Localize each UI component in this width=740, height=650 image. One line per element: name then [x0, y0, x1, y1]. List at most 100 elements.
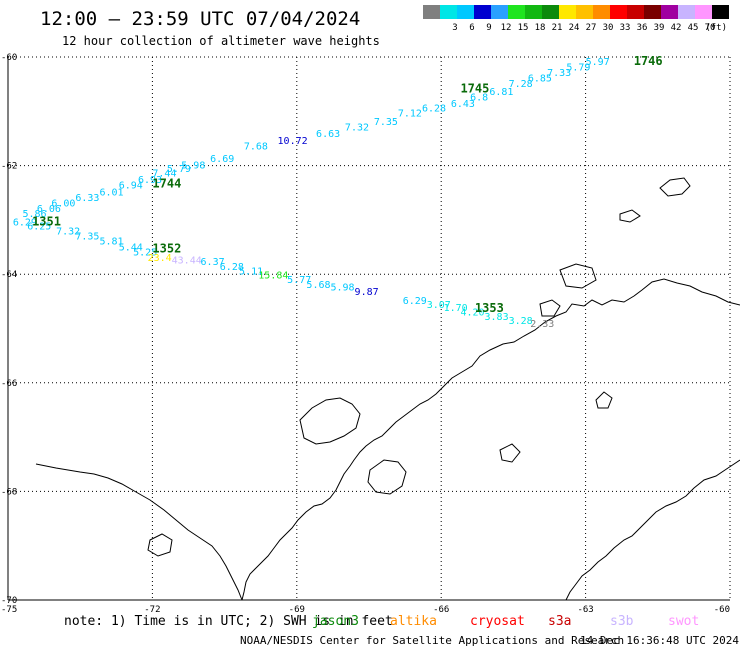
wave-height-value: 7.32 — [56, 227, 80, 238]
wave-height-value: 6.29 — [13, 217, 37, 228]
satellite-name: jason3 — [312, 614, 359, 629]
wave-height-value: 3.83 — [485, 312, 509, 323]
latitude-label: -66 — [1, 379, 17, 389]
pass-label: 1744 — [152, 176, 181, 190]
wave-height-value: 6.43 — [451, 99, 475, 110]
island-2 — [367, 459, 407, 495]
legend-label: 15 — [518, 23, 529, 33]
pass-label: 1351 — [32, 214, 61, 228]
wave-height-value: 5.79 — [167, 164, 191, 175]
legend-swatch — [695, 5, 712, 19]
legend-label: 12 — [501, 23, 512, 33]
island-8 — [595, 391, 613, 409]
wave-height-value: 7.28 — [509, 79, 533, 90]
legend-label: 24 — [569, 23, 580, 33]
wave-height-value: 6.94 — [119, 180, 143, 191]
legend-swatch — [576, 5, 593, 19]
legend-label: 18 — [535, 23, 546, 33]
longitude-label: -69 — [289, 605, 305, 615]
footer-timestamp: 14 Dec 16:36:48 UTC 2024 — [580, 634, 739, 647]
satellite-legend: jason3 altika cryosat s3a s3b swot — [312, 614, 699, 629]
wave-height-value: 6.69 — [210, 154, 234, 165]
map-subtitle: 12 hour collection of altimeter wave hei… — [62, 34, 380, 48]
wave-height-value: 3.07 — [427, 300, 451, 311]
wave-height-value: 5.98 — [330, 282, 354, 293]
pass-label: 1745 — [460, 81, 489, 95]
wave-height-value: 3.28 — [509, 316, 533, 327]
island-1 — [299, 397, 361, 445]
wave-height-value: 5.79 — [566, 63, 590, 74]
island-6 — [559, 263, 597, 289]
island-9 — [499, 443, 521, 463]
wave-height-value: 9.87 — [355, 287, 379, 298]
wave-height-observations: 5.975.797.336.857.286.816.86.436.287.127… — [13, 57, 610, 330]
legend-label: 27 — [586, 23, 597, 33]
wave-height-value: 6.93 — [138, 175, 162, 186]
satellite-name: altika — [390, 614, 437, 629]
legend-label: 3 — [452, 23, 457, 33]
wave-height-value: 6.28 — [220, 262, 244, 273]
wave-height-value: 7.33 — [547, 68, 571, 79]
wave-height-value: 7.35 — [75, 231, 99, 242]
wave-height-value: 15.84 — [258, 271, 288, 282]
satellite-name: swot — [668, 614, 699, 629]
wave-height-value: 7.32 — [345, 122, 369, 133]
latitude-label: -60 — [1, 53, 17, 63]
legend-swatch — [627, 5, 644, 19]
wave-height-value: 6.29 — [403, 296, 427, 307]
longitude-label: -66 — [433, 605, 449, 615]
wave-height-value: 10.72 — [278, 136, 308, 147]
latitude-label: -64 — [1, 270, 17, 280]
wave-height-value: 6.63 — [316, 129, 340, 140]
wave-height-value: 6.06 — [37, 204, 61, 215]
satellite-pass-labels: 1746 1745 1744 1351 1352 1353 — [32, 54, 663, 315]
legend-swatch — [644, 5, 661, 19]
pass-label: 1746 — [634, 54, 663, 68]
wave-height-value: 5.81 — [99, 236, 123, 247]
wave-height-value: 6.33 — [75, 193, 99, 204]
wave-height-value: 5.68 — [306, 280, 330, 291]
legend-swatch — [610, 5, 627, 19]
legend-swatch — [474, 5, 491, 19]
wave-height-value: 6.28 — [422, 103, 446, 114]
map-title: 12:00 — 23:59 UTC 07/04/2024 — [40, 8, 360, 30]
wave-height-value: 1.70 — [444, 303, 468, 314]
longitude-label: -72 — [144, 605, 160, 615]
legend-swatch — [678, 5, 695, 19]
pass-label: 1352 — [152, 241, 181, 255]
legend-swatch — [457, 5, 474, 19]
longitude-label: -60 — [714, 605, 730, 615]
legend-label: 33 — [620, 23, 631, 33]
legend-label: 9 — [486, 23, 491, 33]
wave-height-value: 6.37 — [201, 257, 225, 268]
latitude-label: -68 — [1, 487, 17, 497]
wave-height-value: 7.68 — [244, 141, 268, 152]
latitude-labels: -60 -62 -64 -66 -68 -70 — [1, 53, 17, 606]
island-7 — [539, 299, 561, 317]
legend-unit: (ft) — [705, 23, 727, 33]
legend-swatch — [542, 5, 559, 19]
legend-swatch — [508, 5, 525, 19]
wave-height-value: 6.00 — [51, 198, 75, 209]
legend-swatch — [525, 5, 542, 19]
wave-height-value: 5.11 — [239, 267, 263, 278]
legend-swatch — [661, 5, 678, 19]
legend-label: 36 — [637, 23, 648, 33]
legend-label: 45 — [688, 23, 699, 33]
legend-swatch — [712, 5, 729, 19]
legend-label: 39 — [654, 23, 665, 33]
island-3 — [147, 533, 173, 557]
wave-height-value: 5.77 — [287, 275, 311, 286]
satellite-name: s3b — [610, 614, 634, 629]
legend-swatch — [491, 5, 508, 19]
graticule — [7, 56, 731, 601]
coastline — [35, 177, 740, 601]
wave-height-value: 5.25 — [133, 248, 157, 259]
wave-height-value: 6.81 — [489, 87, 513, 98]
wave-height-value: 5.98 — [181, 160, 205, 171]
pass-label: 1353 — [475, 301, 504, 315]
wave-height-value: 7.35 — [374, 117, 398, 128]
wave-height-value: 5.86 — [22, 209, 46, 220]
legend-label: 70 — [705, 23, 716, 33]
